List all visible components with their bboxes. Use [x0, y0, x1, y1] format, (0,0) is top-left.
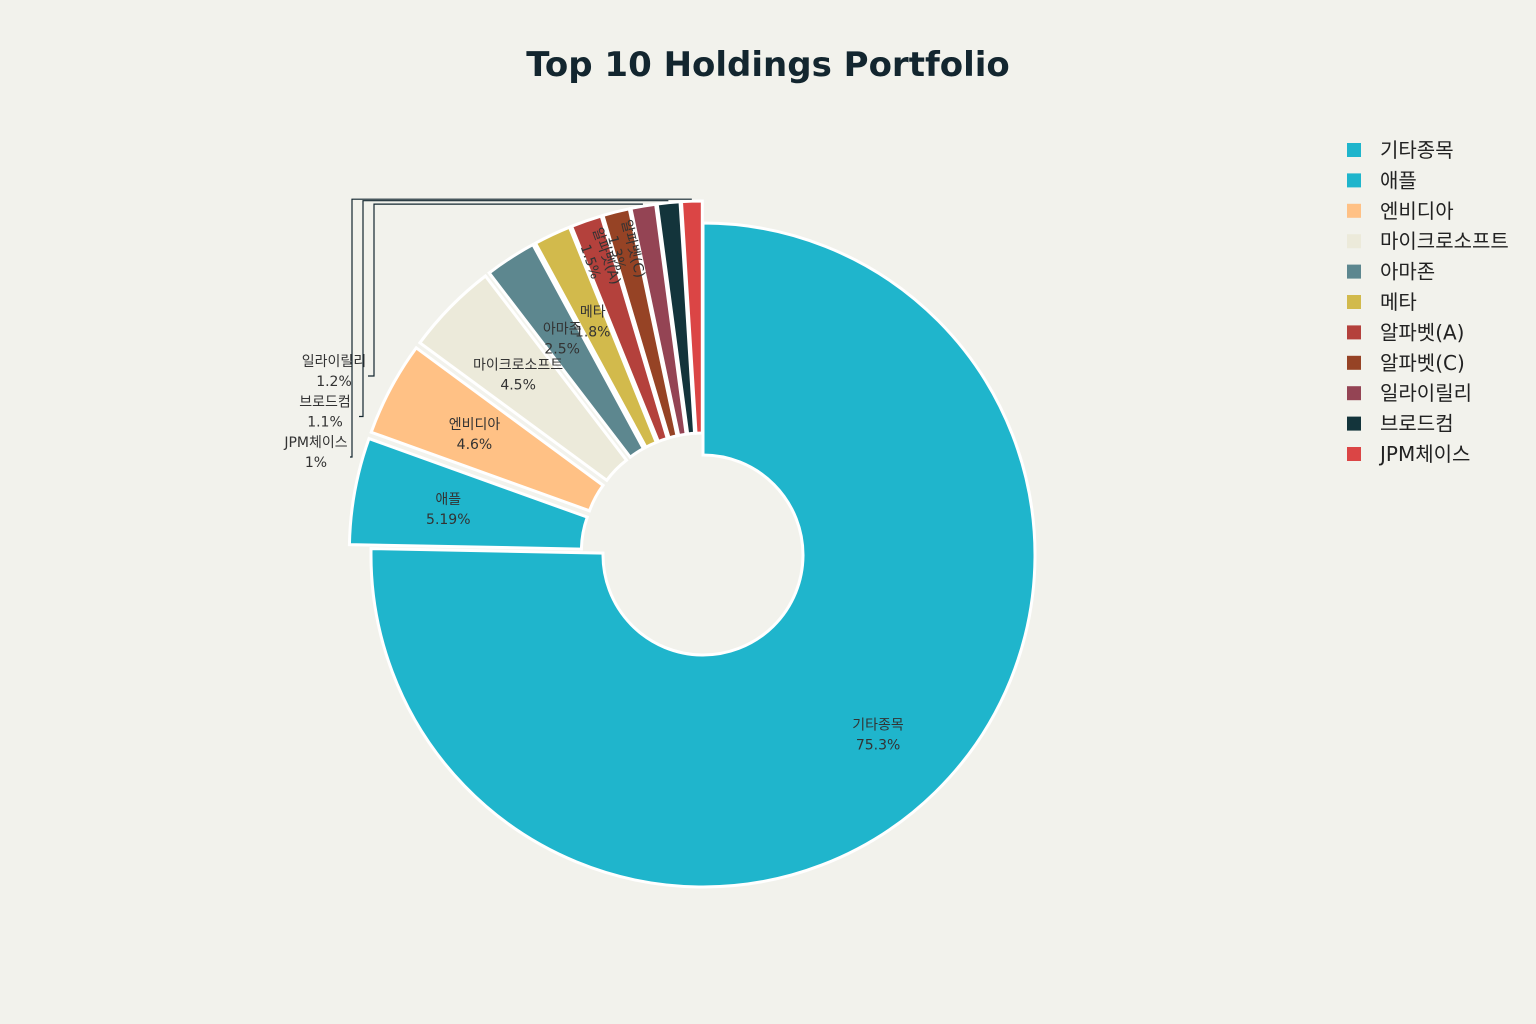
outside-label: JPM체이스 [283, 435, 347, 451]
legend-label: 일라이릴리 [1380, 381, 1472, 405]
legend-label: 아마존 [1380, 260, 1435, 284]
slice-기타종목[interactable] [369, 221, 1037, 889]
slice-마이크로소프트[interactable] [417, 273, 629, 483]
legend-swatch [1347, 264, 1361, 279]
outside-label: 브로드컴 [299, 395, 351, 411]
slice-label: 아마존 [543, 322, 582, 338]
legend-label: 마이크로소프트 [1380, 229, 1509, 253]
slice-value-label: 4.5% [500, 378, 536, 394]
legend-item-기타종목[interactable]: 기타종목 [1347, 138, 1454, 162]
slice-value-label: 5.19% [426, 512, 470, 528]
legend-label: 알파벳(A) [1380, 320, 1465, 344]
outside-label: 일라이릴리 [302, 354, 366, 370]
slice-label: 기타종목 [852, 717, 904, 733]
outside-value-label: 1.1% [307, 415, 343, 431]
leader-line [350, 198, 692, 458]
slice-애플[interactable] [347, 436, 590, 551]
legend-item-애플[interactable]: 애플 [1347, 168, 1417, 192]
legend-item-메타[interactable]: 메타 [1347, 290, 1417, 314]
leader-line [368, 203, 643, 377]
slice-알파벳-c[interactable] [601, 207, 679, 440]
chart-title: Top 10 Holdings Portfolio [526, 45, 1010, 85]
legend-item-브로드컴[interactable]: 브로드컴 [1347, 412, 1454, 436]
legend-swatch [1347, 143, 1361, 157]
legend-swatch [1347, 325, 1361, 340]
slice-엔비디아[interactable] [369, 345, 606, 513]
legend-swatch [1347, 416, 1361, 431]
slice-label: 엔비디아 [449, 417, 501, 433]
legend-item-엔비디아[interactable]: 엔비디아 [1347, 199, 1454, 223]
legend-swatch [1347, 173, 1361, 188]
legend-label: 애플 [1380, 168, 1417, 192]
slice-value-label: 2.5% [544, 342, 580, 358]
slice-메타[interactable] [533, 225, 659, 450]
legend-label: 기타종목 [1380, 138, 1454, 162]
legend-item-아마존[interactable]: 아마존 [1347, 260, 1435, 284]
outside-value-label: 1.2% [316, 374, 352, 390]
legend-swatch [1347, 203, 1361, 218]
legend-swatch [1347, 234, 1361, 249]
slice-value-label: 75.3% [856, 737, 900, 753]
legend-label: JPM체이스 [1378, 442, 1470, 466]
slice-labels: 기타종목 75.3% 애플 5.19% 엔비디아 4.6% 마이크로소프트 4.5% 아마존 2.… [283, 198, 904, 753]
legend-item-알파벳-a[interactable]: 알파벳(A) [1347, 320, 1465, 344]
slice-아마존[interactable] [487, 242, 646, 460]
legend-swatch [1347, 447, 1361, 461]
slice-value-label: 1.8% [575, 325, 611, 341]
donut-slices [347, 199, 1037, 889]
slice-value-label: 4.6% [457, 437, 493, 453]
slice-label: 메타 [580, 305, 606, 321]
legend-swatch [1347, 386, 1361, 401]
legend-item-jpm체이스[interactable]: JPM체이스 [1347, 442, 1470, 466]
slice-label: 애플 [435, 492, 461, 508]
legend-label: 엔비디아 [1380, 199, 1454, 223]
outside-value-label: 1% [305, 455, 327, 471]
legend-label: 브로드컴 [1380, 412, 1454, 436]
legend-label: 알파벳(C) [1380, 351, 1465, 375]
legend-label: 메타 [1380, 290, 1417, 314]
legend-item-일라이릴리[interactable]: 일라이릴리 [1347, 381, 1472, 405]
legend-item-마이크로소프트[interactable]: 마이크로소프트 [1347, 229, 1509, 253]
slice-label: 마이크로소프트 [473, 358, 563, 374]
slice-jpm체이스[interactable] [679, 199, 704, 435]
leader-line [359, 200, 669, 418]
slice-알파벳-a[interactable] [569, 214, 670, 444]
legend-swatch [1347, 295, 1361, 309]
legend-item-알파벳-c[interactable]: 알파벳(C) [1347, 351, 1465, 375]
legend-swatch [1347, 355, 1361, 370]
slice-일라이릴리[interactable] [629, 202, 688, 438]
